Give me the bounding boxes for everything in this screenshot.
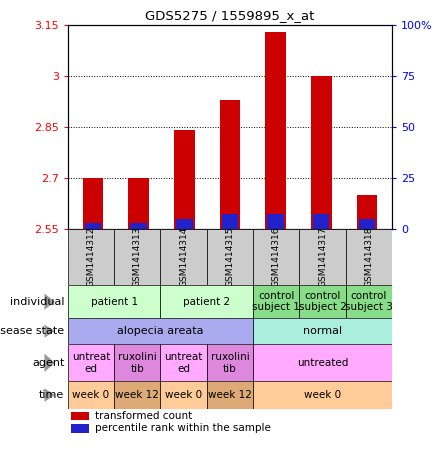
Bar [131, 223, 147, 229]
Bar [313, 215, 329, 229]
Bar [300, 285, 346, 318]
Text: patient 2: patient 2 [183, 297, 230, 307]
Bar [222, 215, 238, 229]
Bar [114, 344, 160, 381]
Text: transformed count: transformed count [95, 411, 193, 421]
Bar [114, 229, 160, 285]
Text: week 12: week 12 [115, 390, 159, 400]
Bar [114, 381, 160, 409]
Text: week 0: week 0 [165, 390, 202, 400]
Title: GDS5275 / 1559895_x_at: GDS5275 / 1559895_x_at [145, 10, 314, 22]
Bar [68, 229, 114, 285]
Text: control
subject 3: control subject 3 [345, 291, 393, 313]
Bar [253, 285, 300, 318]
Text: agent: agent [32, 358, 64, 368]
Text: GSM1414314: GSM1414314 [179, 227, 188, 287]
Bar [207, 229, 253, 285]
Bar [300, 229, 346, 285]
Bar [220, 100, 240, 229]
Text: alopecia areata: alopecia areata [117, 326, 204, 336]
Text: ruxolini
tib: ruxolini tib [118, 352, 157, 374]
Bar [311, 76, 332, 229]
Bar [176, 219, 193, 229]
Polygon shape [45, 294, 55, 310]
Text: GSM1414316: GSM1414316 [272, 227, 281, 287]
Bar [71, 412, 89, 420]
Text: untreat
ed: untreat ed [72, 352, 110, 374]
Bar [253, 381, 392, 409]
Text: GSM1414312: GSM1414312 [87, 227, 95, 287]
Bar [160, 381, 207, 409]
Bar [207, 381, 253, 409]
Bar [160, 344, 207, 381]
Text: percentile rank within the sample: percentile rank within the sample [95, 424, 271, 434]
Text: time: time [39, 390, 64, 400]
Text: ruxolini
tib: ruxolini tib [211, 352, 249, 374]
Bar [160, 285, 253, 318]
Text: GSM1414317: GSM1414317 [318, 227, 327, 287]
Text: week 0: week 0 [304, 390, 341, 400]
Text: untreat
ed: untreat ed [164, 352, 203, 374]
Bar [359, 219, 375, 229]
Bar [253, 344, 392, 381]
Text: individual: individual [10, 297, 64, 307]
Bar [253, 318, 392, 344]
Bar [68, 318, 253, 344]
Bar [174, 130, 194, 229]
Bar [346, 285, 392, 318]
Bar [207, 344, 253, 381]
Bar [128, 178, 149, 229]
Text: normal: normal [303, 326, 342, 336]
Bar [68, 381, 114, 409]
Bar [68, 344, 114, 381]
Polygon shape [45, 388, 55, 402]
Text: untreated: untreated [297, 358, 348, 368]
Text: GSM1414318: GSM1414318 [364, 227, 373, 287]
Bar [267, 215, 284, 229]
Text: patient 1: patient 1 [91, 297, 138, 307]
Text: control
subject 2: control subject 2 [299, 291, 346, 313]
Text: control
subject 1: control subject 1 [252, 291, 300, 313]
Polygon shape [45, 325, 55, 337]
Bar [346, 229, 392, 285]
Bar [265, 32, 286, 229]
Bar [253, 229, 300, 285]
Text: GSM1414313: GSM1414313 [133, 227, 142, 287]
Text: week 0: week 0 [72, 390, 110, 400]
Bar [83, 178, 103, 229]
Bar [160, 229, 207, 285]
Bar [68, 285, 160, 318]
Bar [85, 223, 101, 229]
Bar [357, 195, 377, 229]
Text: disease state: disease state [0, 326, 64, 336]
Text: week 12: week 12 [208, 390, 252, 400]
Text: GSM1414315: GSM1414315 [226, 227, 234, 287]
Bar [71, 424, 89, 433]
Polygon shape [45, 354, 55, 372]
